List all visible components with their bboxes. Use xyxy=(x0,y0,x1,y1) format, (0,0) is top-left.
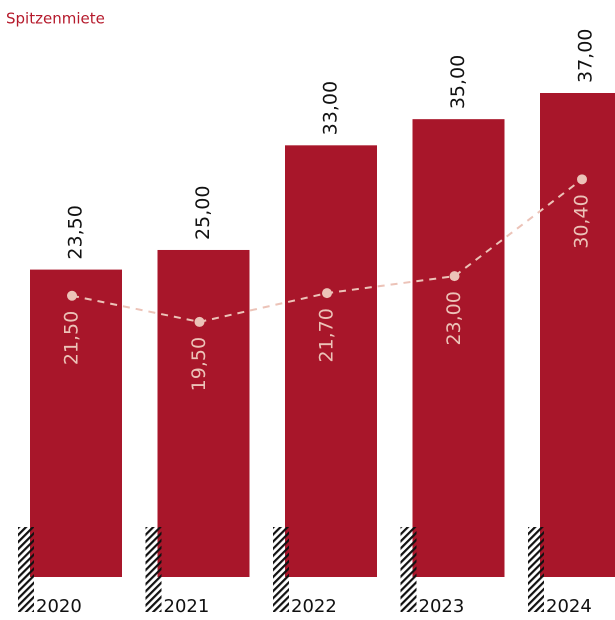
hatch xyxy=(273,527,289,612)
x-tick-label: 2024 xyxy=(546,596,592,617)
line-point xyxy=(67,290,77,301)
line-value-label: 30,40 xyxy=(571,194,593,248)
hatch xyxy=(18,527,34,612)
line-point xyxy=(194,316,205,327)
hatch xyxy=(145,527,162,612)
bar xyxy=(540,93,615,577)
line-point xyxy=(449,271,460,282)
line-point xyxy=(322,288,332,299)
line-value-label: 21,70 xyxy=(316,308,338,362)
line-value-label: 19,50 xyxy=(188,337,210,391)
line-value-label: 21,50 xyxy=(61,311,83,365)
bar xyxy=(157,249,250,578)
bar xyxy=(285,145,377,577)
hatch xyxy=(528,527,544,612)
x-tick-label: 2021 xyxy=(164,596,210,617)
hatch xyxy=(400,527,417,612)
bar xyxy=(30,269,122,577)
value-label: 33,00 xyxy=(320,81,342,135)
line-point xyxy=(577,174,587,185)
value-label: 25,00 xyxy=(192,186,214,240)
x-tick-label: 2023 xyxy=(419,596,465,617)
legend-label: Spitzenmiete xyxy=(6,10,105,28)
x-tick-label: 2020 xyxy=(36,596,82,617)
line-value-label: 23,00 xyxy=(443,291,465,345)
bar xyxy=(412,119,505,577)
value-label: 35,00 xyxy=(447,55,469,109)
value-label: 37,00 xyxy=(575,29,597,83)
x-tick-label: 2022 xyxy=(291,596,337,617)
value-label: 23,50 xyxy=(65,205,87,259)
